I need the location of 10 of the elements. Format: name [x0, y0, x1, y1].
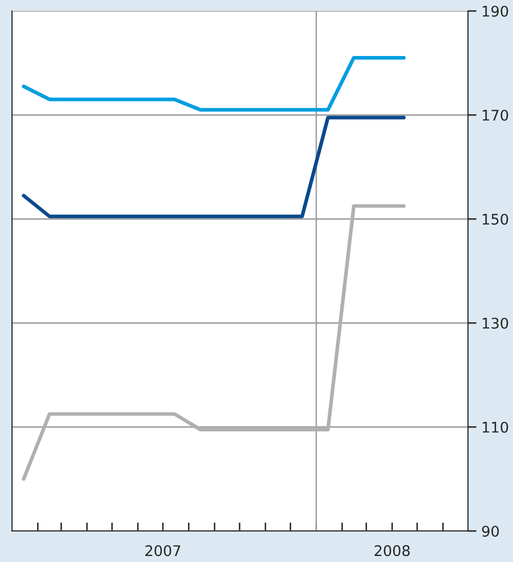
y-tick-label: 150	[482, 214, 508, 225]
y-tick-label: 90	[482, 526, 499, 537]
x-tick-label: 2008	[374, 545, 410, 556]
y-tick-label: 170	[482, 110, 508, 121]
y-tick-label: 190	[482, 6, 508, 17]
y-tick-label: 110	[482, 422, 508, 433]
line-series	[22, 56, 406, 112]
line-series	[22, 204, 406, 481]
x-tick-label: 2007	[145, 545, 180, 556]
y-tick-label: 130	[482, 318, 508, 329]
